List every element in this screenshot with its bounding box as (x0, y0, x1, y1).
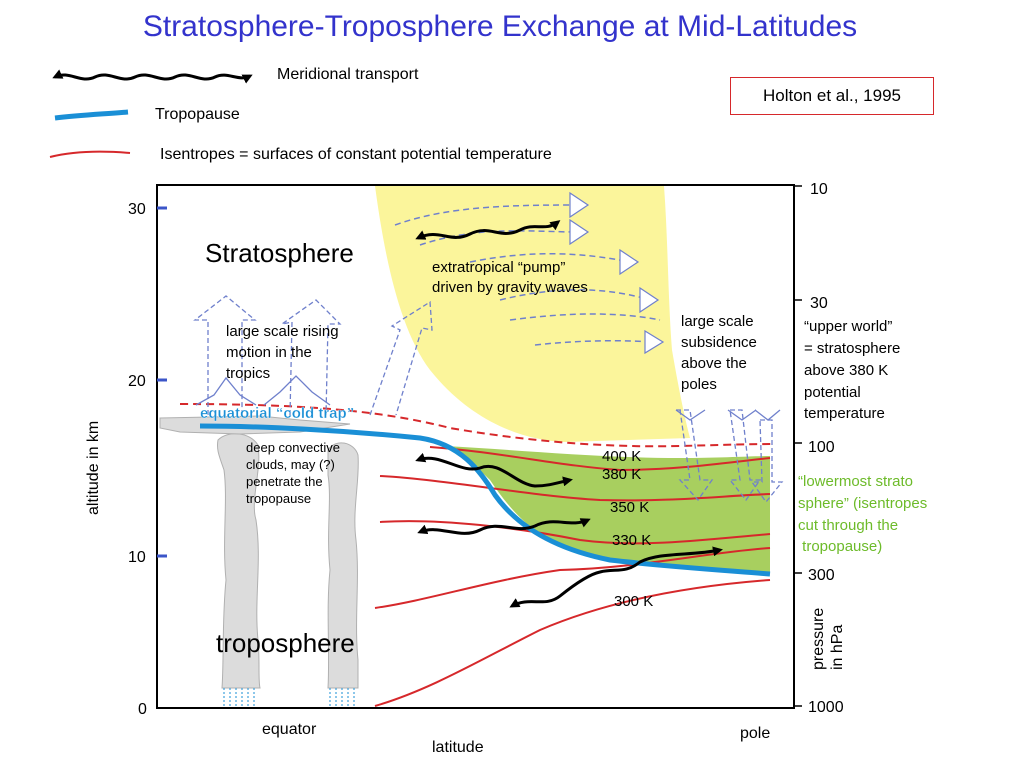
pump-arrowhead-3 (619, 248, 640, 276)
subsidence-line-2: subsidence (681, 334, 757, 351)
right-tick-label-30: 30 (810, 295, 828, 312)
subsidence-arrow-1 (676, 409, 714, 502)
rising-line-3: tropics (226, 365, 270, 382)
pump-line-2: driven by gravity waves (432, 279, 588, 296)
left-tick-label-20: 20 (128, 373, 146, 390)
right-tick-label-1000: 1000 (808, 699, 844, 716)
pump-arrowhead-2 (569, 218, 590, 246)
subsidence-line-3: above the (681, 355, 747, 372)
troposphere-label: troposphere (216, 628, 355, 658)
isentrope-label-350k: 350 K (610, 499, 649, 516)
isentrope-label-330k: 330 K (612, 532, 651, 549)
convective-cloud-right (327, 442, 359, 689)
rising-line-1: large scale rising (226, 323, 339, 340)
isentrope-300k (374, 579, 771, 707)
meridional-arrow-upper (415, 220, 561, 240)
subsidence-arrow-3 (750, 419, 784, 504)
meridional-arrow-1 (415, 452, 573, 488)
rising-line-2: motion in the (226, 344, 312, 361)
legend-meridional-arrow (52, 69, 253, 84)
left-tick-label-30: 30 (128, 201, 146, 218)
rising-arrow-1 (193, 295, 257, 415)
legend-meridional-label: Meridional transport (277, 66, 419, 83)
lowermost-line-2: sphere” (isentropes (798, 495, 927, 512)
pump-arrowhead-4 (639, 286, 660, 314)
subsidence-line-1: large scale (681, 313, 754, 330)
legend-isentropes-label: Isentropes = surfaces of constant potent… (160, 146, 552, 163)
x-axis-label: latitude (432, 739, 484, 756)
lowermost-line-1: “lowermost strato (798, 473, 913, 490)
legend-tropopause-label: Tropopause (155, 106, 240, 123)
rising-arrow-5 (263, 375, 331, 406)
left-axis-label: altitude in km (85, 421, 102, 515)
upper-world-line-5: temperature (804, 405, 885, 422)
pump-arrowhead-6 (644, 329, 665, 355)
rising-arrow-3 (369, 300, 433, 416)
pump-flow-arrow-6 (534, 340, 656, 346)
plot-frame (156, 184, 795, 709)
slide-title: Stratosphere-Troposphere Exchange at Mid… (142, 10, 858, 43)
lowermost-line-4: tropopause) (798, 538, 882, 555)
subsidence-arrow-2 (728, 409, 762, 502)
meridional-arrow-3 (509, 546, 723, 608)
cloud-base-rain-left (223, 688, 255, 706)
convective-cloud-left (217, 433, 261, 689)
right-tick-label-300: 300 (808, 567, 835, 584)
citation-box: Holton et al., 1995 (730, 77, 934, 115)
upper-world-line-1: “upper world” (804, 318, 892, 335)
left-tick-label-0: 0 (138, 701, 147, 718)
convective-line-2: clouds, may (?) (246, 457, 335, 472)
citation-text: Holton et al., 1995 (763, 86, 901, 105)
convective-line-4: tropopause (246, 491, 311, 506)
cold-trap-label: equatorial “cold trap” (200, 405, 354, 422)
stratosphere-region (375, 186, 690, 442)
upper-world-line-4: potential (804, 384, 861, 401)
right-tick-label-10: 10 (810, 181, 828, 198)
isentrope-label-300k: 300 K (614, 593, 653, 610)
pump-arrowhead-1 (569, 191, 590, 219)
subsidence-arrowheads-top (675, 409, 781, 421)
subsidence-line-4: poles (681, 376, 717, 393)
rising-arrow-4 (195, 376, 257, 406)
stratosphere-label: Stratosphere (205, 238, 354, 268)
right-axis-label-line2: in hPa (829, 625, 846, 670)
upper-world-line-2: = stratosphere (804, 340, 900, 357)
right-tick-label-100: 100 (808, 439, 835, 456)
meridional-arrow-2 (417, 518, 591, 535)
x-axis-right-label: pole (740, 725, 770, 742)
legend-tropopause-line (54, 109, 129, 121)
pump-flow-arrow-1 (394, 204, 581, 226)
legend-isentrope-line (49, 150, 131, 158)
rising-arrow-2 (281, 299, 342, 416)
isentrope-label-380k: 380 K (602, 466, 641, 483)
x-axis-left-label: equator (262, 721, 317, 738)
convective-line-1: deep convective (246, 440, 340, 455)
convective-line-3: penetrate the (246, 474, 323, 489)
pump-flow-arrow-3 (469, 252, 631, 263)
right-axis-label-line1: pressure (810, 608, 827, 670)
left-tick-label-10: 10 (128, 549, 146, 566)
lowermost-line-3: cut through the (798, 517, 898, 534)
pump-flow-arrow-4 (499, 289, 651, 301)
upper-world-line-3: above 380 K (804, 362, 888, 379)
isentrope-400k-dashed (179, 403, 776, 448)
cloud-base-rain-right (329, 688, 355, 706)
pump-line-1: extratropical “pump” (432, 259, 565, 276)
isentrope-label-400k: 400 K (602, 448, 641, 465)
pump-flow-arrow-5 (509, 313, 661, 321)
